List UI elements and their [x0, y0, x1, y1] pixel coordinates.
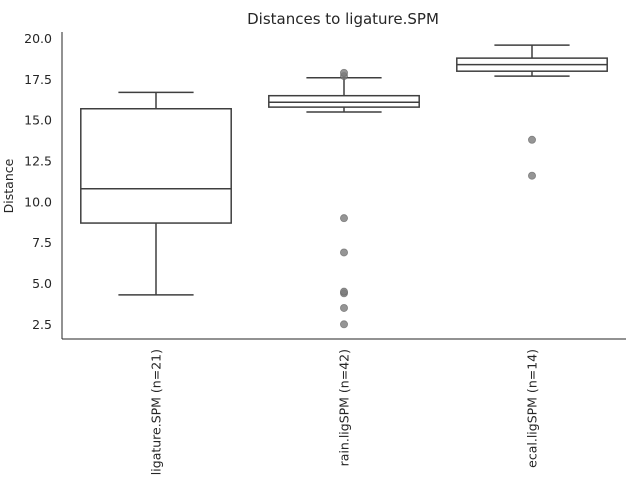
outlier-point [339, 248, 348, 257]
outlier-point [339, 287, 348, 296]
y-tick-label: 20.0 [24, 31, 52, 46]
y-tick-label: 15.0 [24, 113, 52, 128]
outlier-point [339, 214, 348, 223]
x-tick-label: rain.ligSPM (n=42) [337, 349, 352, 466]
box-iqr [80, 108, 232, 224]
y-tick-label: 7.5 [32, 235, 52, 250]
y-tick-label: 10.0 [24, 194, 52, 209]
box-2 [268, 68, 420, 329]
y-tick-label: 5.0 [32, 276, 52, 291]
chart-title: Distances to ligature.SPM [247, 10, 439, 28]
box-1 [80, 91, 232, 296]
box-iqr [268, 94, 420, 108]
x-axis: ligature.SPM (n=21) rain.ligSPM (n=42) eca… [62, 338, 626, 475]
boxes-group [80, 44, 608, 329]
outlier-point [528, 135, 537, 144]
y-tick-label: 17.5 [24, 72, 52, 87]
y-axis-label: Distance [1, 158, 16, 213]
outlier-point [339, 320, 348, 329]
y-tick-label: 2.5 [32, 317, 52, 332]
outlier-point [339, 303, 348, 312]
outlier-point [528, 171, 537, 180]
box-3 [456, 44, 608, 180]
x-tick-label: ligature.SPM (n=21) [149, 349, 164, 475]
y-axis: 2.5 5.0 7.5 10.0 12.5 15.0 17.5 20.0 [24, 31, 63, 339]
x-tick-label: ecal.ligSPM (n=14) [525, 349, 540, 468]
outlier-point [339, 68, 348, 77]
y-tick-label: 12.5 [24, 154, 52, 169]
